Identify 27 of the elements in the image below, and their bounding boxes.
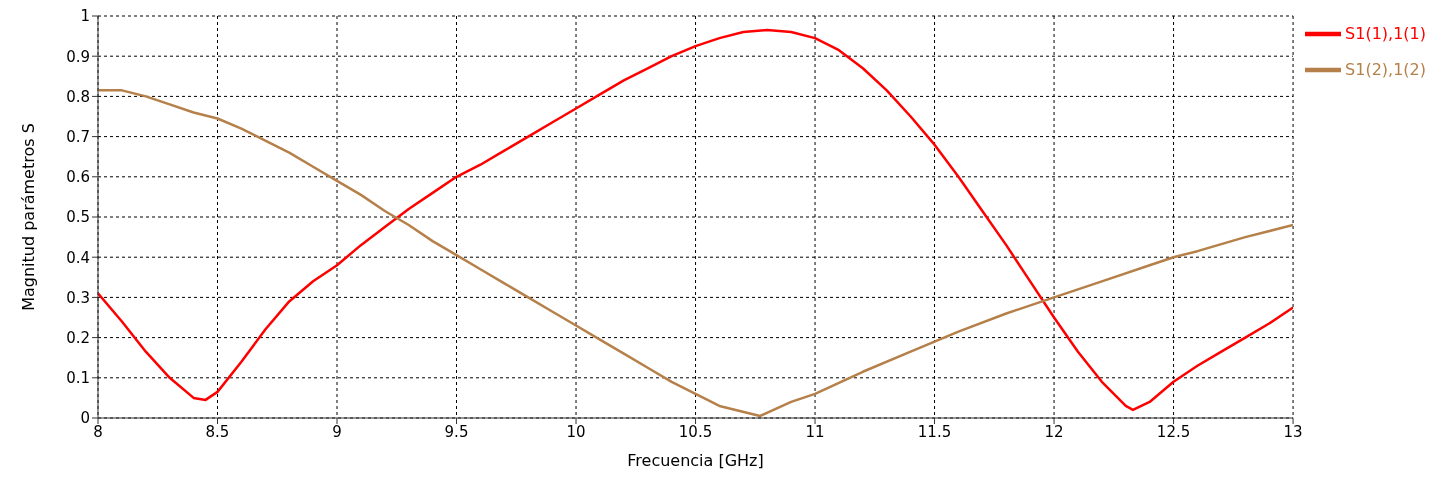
x-axis-title: Frecuencia [GHz] [627,451,764,470]
legend-label: S1(1),1(1) [1345,23,1426,43]
y-tick-label: 1 [80,7,90,26]
x-tick-label: 13 [1283,422,1303,441]
x-tick-label: 12.5 [1156,422,1191,441]
line-series [98,28,1294,412]
x-tick-label: 11 [805,422,825,441]
legend-label: S1(2),1(2) [1345,59,1426,79]
x-tick-label: 8.5 [205,422,230,441]
y-tick-label: 0.1 [66,369,90,388]
x-tick-label: 10 [566,422,586,441]
x-tick-label: 9.5 [444,422,469,441]
y-tick-label: 0.8 [66,87,90,106]
y-tick-label: 0.6 [66,168,90,187]
y-tick-label: 0.3 [66,288,90,307]
x-tick-label: 10.5 [678,422,713,441]
y-tick-label: 0.4 [66,248,90,267]
y-tick-label: 0.2 [66,328,90,347]
y-tick-label: 0.9 [66,47,90,66]
y-tick-label: 0 [80,409,90,428]
x-tick-label: 12 [1044,422,1064,441]
y-axis-title: Magnitud parámetros S [18,123,38,311]
y-tick-label: 0.5 [66,208,90,227]
x-tick-label: 11.5 [917,422,952,441]
x-tick-label: 9 [332,422,342,441]
x-tick-label: 8 [93,422,103,441]
y-tick-label: 0.7 [66,127,90,146]
